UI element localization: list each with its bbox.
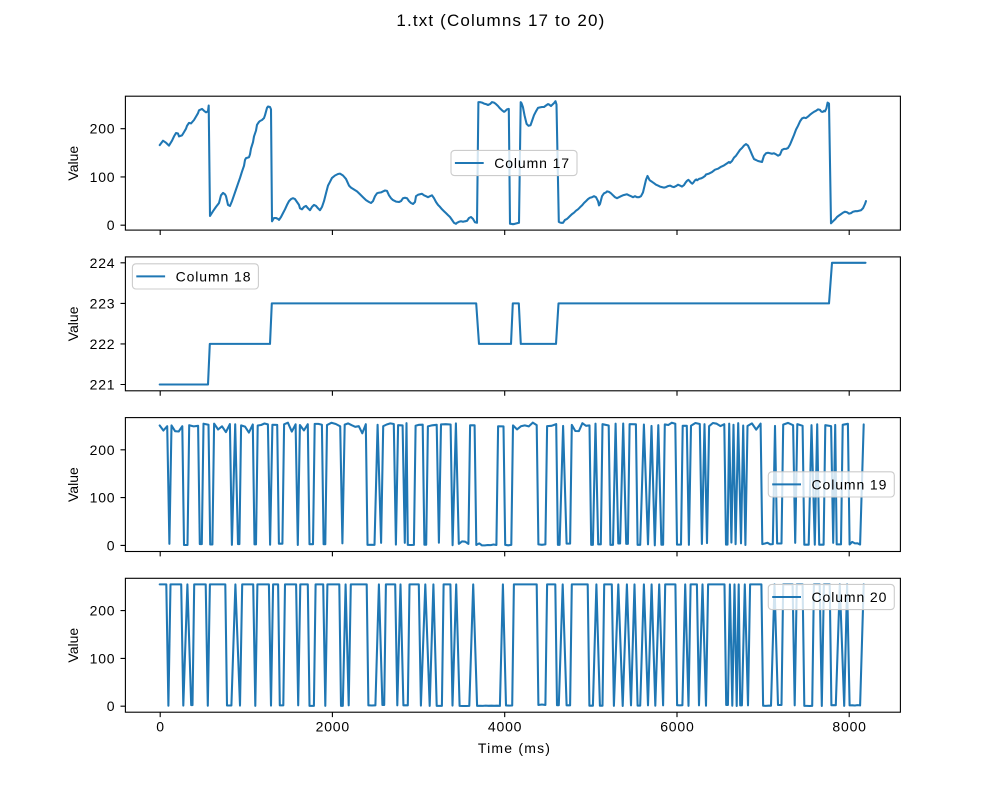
svg-text:Column 19: Column 19 [812, 476, 888, 492]
svg-text:0: 0 [107, 217, 116, 233]
svg-text:100: 100 [90, 490, 116, 506]
svg-text:200: 200 [90, 121, 116, 137]
svg-text:8000: 8000 [832, 718, 866, 734]
svg-text:Column 20: Column 20 [812, 589, 888, 605]
svg-text:221: 221 [90, 377, 116, 393]
svg-text:Value: Value [65, 628, 81, 663]
svg-text:Value: Value [65, 146, 81, 181]
svg-text:4000: 4000 [488, 718, 522, 734]
svg-text:Value: Value [65, 306, 81, 341]
svg-text:100: 100 [90, 169, 116, 185]
svg-text:222: 222 [90, 336, 116, 352]
svg-text:0: 0 [107, 698, 116, 714]
svg-text:Column 18: Column 18 [176, 268, 252, 284]
svg-text:1.txt (Columns 17 to 20): 1.txt (Columns 17 to 20) [396, 11, 605, 30]
svg-text:Column 17: Column 17 [494, 155, 570, 171]
svg-text:200: 200 [90, 442, 116, 458]
svg-text:6000: 6000 [660, 718, 694, 734]
svg-text:100: 100 [90, 650, 116, 666]
svg-text:Time (ms): Time (ms) [478, 740, 551, 756]
svg-text:223: 223 [90, 295, 116, 311]
svg-text:200: 200 [90, 603, 116, 619]
svg-text:0: 0 [107, 537, 116, 553]
svg-text:2000: 2000 [316, 718, 350, 734]
svg-text:0: 0 [156, 718, 165, 734]
svg-text:Value: Value [65, 467, 81, 502]
svg-text:224: 224 [90, 255, 116, 271]
